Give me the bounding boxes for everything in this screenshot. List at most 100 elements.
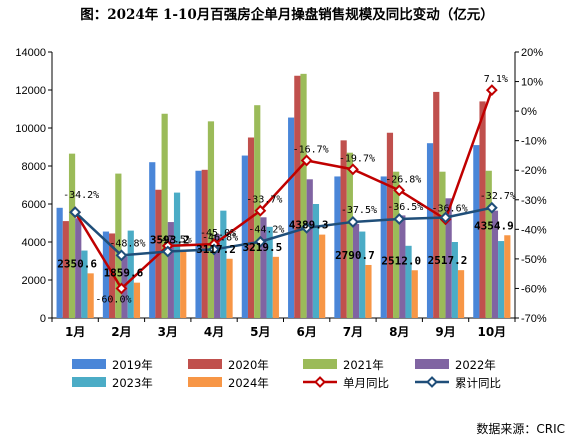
bar-6 [272, 256, 279, 318]
bar-4 [167, 222, 174, 318]
legend-swatch [415, 359, 449, 369]
bar-4 [75, 218, 82, 318]
marker-monthly [347, 163, 359, 176]
x-tick-label: 10月 [477, 325, 506, 339]
bar-2 [247, 137, 255, 318]
legend-marker [426, 376, 438, 388]
data-label: -36.6% [431, 203, 467, 214]
y-tick-label: 2000 [22, 275, 46, 287]
marker-cumulative [115, 249, 128, 262]
bar-2 [109, 233, 116, 318]
y2-tick-label: -70% [521, 313, 547, 325]
bar-3 [207, 121, 215, 318]
bar-6 [133, 282, 141, 318]
marker-cumulative [300, 221, 313, 234]
y-tick-label: 10000 [15, 123, 46, 135]
legend-label: 2021年 [343, 358, 384, 372]
y2-tick-label: 0% [521, 106, 537, 118]
y-tick-label: 8000 [22, 161, 46, 173]
marker-monthly [485, 84, 498, 97]
line-1 [74, 89, 494, 291]
bar-4 [352, 223, 360, 318]
marker-monthly [393, 184, 406, 197]
bar-2 [386, 132, 394, 318]
y2-tick-label: -20% [521, 165, 547, 177]
bar-3 [161, 113, 168, 318]
y-tick-label: 6000 [22, 199, 46, 211]
marker-cumulative [485, 201, 498, 214]
x-tick-label: 2月 [111, 325, 131, 339]
data-label: -46.8% [202, 232, 238, 243]
data-label: 3219.5 [242, 241, 282, 254]
bar-6 [319, 234, 326, 318]
bar-2 [62, 221, 69, 318]
marker-monthly [254, 204, 267, 217]
bar-4 [260, 217, 267, 318]
legend-label: 2024年 [228, 376, 269, 390]
y2-tick-label: -50% [521, 254, 547, 266]
bar-5 [405, 245, 412, 318]
marker-cumulative [161, 245, 174, 258]
bar-3 [300, 73, 307, 318]
marker-cumulative [69, 206, 82, 219]
bar-6 [457, 270, 465, 318]
bar-6 [411, 270, 418, 318]
y-tick-label: 12000 [15, 85, 46, 97]
bar-4 [399, 215, 406, 318]
chart-title: 图：2024年 1-10月百强房企单月操盘销售规模及同比变动（亿元） [80, 6, 494, 23]
legend-label: 2023年 [112, 376, 153, 390]
bar-1 [149, 162, 156, 318]
bar-1 [380, 176, 387, 318]
y-tick-label: 14000 [15, 47, 46, 59]
legend-label: 2020年 [228, 358, 269, 372]
marker-cumulative [208, 243, 220, 256]
bar-6 [226, 258, 233, 318]
marker-cumulative [439, 211, 452, 224]
y2-tick-label: -30% [521, 195, 547, 207]
bar-3 [68, 153, 76, 318]
x-tick-label: 3月 [158, 325, 178, 339]
source-note: 数据来源：CRIC [476, 421, 565, 436]
data-label: 2512.0 [381, 254, 421, 267]
bar-6 [365, 264, 372, 318]
legend: 2019年 2020年 2021年 2022年 2023年 2024年 单月同比 累计同比 [72, 358, 501, 390]
bar-5 [127, 230, 134, 318]
legend-label: 2019年 [112, 358, 153, 372]
data-label: 2517.2 [428, 254, 468, 267]
bar-4 [491, 210, 499, 318]
bar-1 [241, 155, 248, 318]
legend-label: 2022年 [455, 358, 496, 372]
bar-4 [445, 198, 452, 318]
legend-marker [314, 376, 326, 388]
marker-monthly [115, 282, 128, 295]
data-label: -32.7% [480, 191, 516, 202]
y-tick-label: 4000 [22, 237, 46, 249]
x-tick-label: 8月 [389, 325, 409, 339]
data-label: -19.7% [339, 153, 375, 164]
y-tick-label: 0 [40, 313, 46, 325]
legend-swatch [188, 359, 222, 369]
bar-5 [312, 204, 320, 318]
marker-cumulative [347, 216, 359, 228]
legend-swatch [303, 359, 337, 369]
data-label: -48.8% [109, 238, 145, 249]
y2-tick-label: 10% [521, 77, 543, 89]
y2-tick-label: -40% [521, 224, 547, 236]
data-label: -60.0% [95, 294, 131, 305]
legend-swatch [72, 359, 106, 369]
data-label: -47.5% [156, 235, 192, 246]
data-label: 4354.9 [474, 219, 514, 232]
data-label: -16.7% [293, 144, 329, 155]
data-label: 3593.2 [150, 234, 190, 247]
data-labels: -60.0% -45.0% -33.7% -16.7% -19.7% -26.8% -36.… [57, 74, 516, 305]
line-2 [74, 206, 493, 257]
x-tick-label: 4月 [204, 325, 224, 339]
bar-6 [180, 249, 187, 318]
data-label: 7.1% [484, 74, 508, 85]
bar-3 [115, 173, 122, 318]
data-label: 4389.3 [289, 219, 329, 232]
marker-monthly [300, 154, 313, 167]
data-label: 2790.7 [335, 249, 375, 262]
data-label: -37.5% [341, 205, 377, 216]
